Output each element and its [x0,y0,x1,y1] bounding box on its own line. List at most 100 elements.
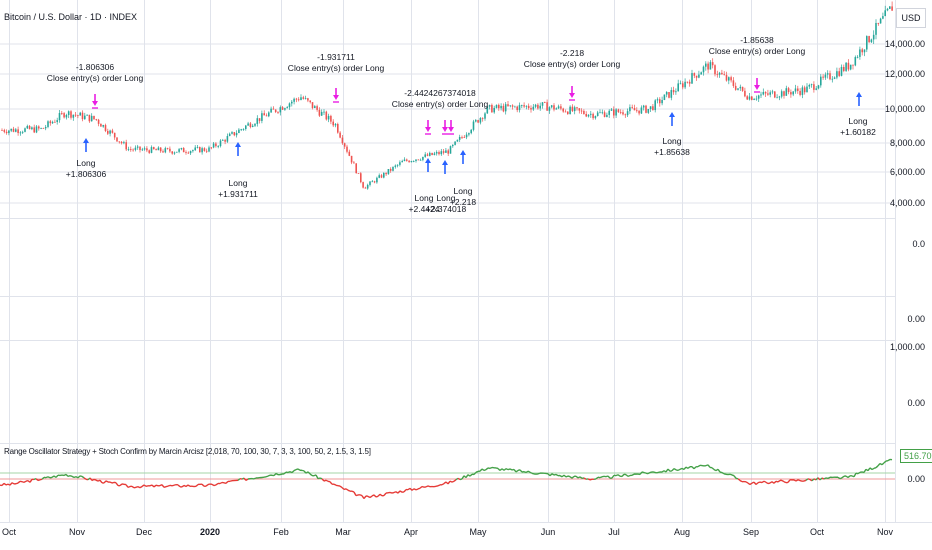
time-grid-line [817,0,818,522]
candle-body [583,110,585,115]
oscillator-segment [55,474,59,478]
candle-body [682,83,684,88]
oscillator-segment [707,464,711,468]
candle-body [63,113,65,118]
candle-body [465,134,468,138]
candle-body [254,123,256,126]
long-entry-arrow-icon[interactable] [425,158,431,172]
indicator-title[interactable]: Range Oscillator Strategy + Stoch Confir… [4,447,371,456]
candle-body [725,74,728,81]
oscillator-segment [9,482,13,486]
oscillator-segment [851,475,855,478]
currency-button[interactable]: USD [896,8,926,28]
long-entry-arrow-icon[interactable] [460,150,466,164]
oscillator-segment [253,477,257,480]
exit-pnl: -2.4424267374018 [404,88,476,98]
candle-body [879,18,882,24]
close-entry-arrow-icon[interactable] [92,94,98,109]
candle-body [833,77,836,79]
candle-body [757,95,760,99]
candle-body [500,105,502,109]
oscillator-segment [225,480,229,484]
oscillator-segment [333,483,337,486]
candle-body [718,72,721,75]
oscillator-segment [407,487,411,491]
candle-body [123,142,125,144]
candle-body [74,114,77,116]
candle-body [518,105,521,111]
candle-body [564,111,567,113]
candle-body [746,96,748,100]
time-grid-line [885,0,886,522]
exit-label: Close entry(s) order Long [287,63,385,73]
exit-annotation-2: -1.931711 Close entry(s) order Long [288,52,384,74]
oscillator-segment [459,478,463,481]
oscillator-segment [761,480,765,484]
oscillator-segment [315,474,319,479]
candle-body [373,181,376,183]
candle-body [677,83,679,92]
oscillator-segment [587,478,591,481]
long-entry-arrow-icon[interactable] [83,138,89,152]
candle-body [242,128,245,130]
long-entry-arrow-icon[interactable] [235,142,241,156]
candle-body [10,128,12,131]
candle-body [268,112,270,117]
oscillator-segment [871,467,875,471]
oscillator-segment [353,491,357,496]
time-grid-line [343,0,344,522]
time-label-sep: Sep [742,527,760,537]
symbol-title[interactable]: Bitcoin / U.S. Dollar · 1D · INDEX [4,12,138,22]
oscillator-segment [341,487,345,490]
candle-body [293,98,295,102]
oscillator-segment [415,488,419,491]
candle-body [410,161,413,163]
oscillator-segment [677,468,681,472]
close-entry-arrow-icon[interactable] [754,78,760,93]
candle-body [84,115,86,120]
close-entry-arrow-icon[interactable] [569,86,575,101]
oscillator-segment [495,467,499,470]
entry-value: +2.4424 [408,204,440,214]
candle-body [629,107,631,112]
candle-body [364,187,367,189]
candle-body [663,94,666,100]
price-axis[interactable]: 14,000.00 12,000.00 10,000.00 8,000.00 6… [885,0,932,522]
oscillator-segment [845,475,849,479]
price-candlestick-chart[interactable] [0,0,895,218]
oscillator-segment [149,484,153,487]
candle-body [447,150,449,154]
oscillator-segment [589,478,593,481]
oscillator-segment [143,484,147,487]
oscillator-segment [213,484,217,487]
range-oscillator-chart[interactable] [0,443,895,523]
candle-body [70,111,72,118]
candle-body [608,110,610,115]
oscillator-segment [29,478,33,483]
close-entry-arrow-icon[interactable] [442,120,448,135]
candle-body [127,149,130,150]
candle-body [829,73,831,80]
close-entry-arrow-icon[interactable] [333,88,339,103]
oscillator-segment [131,485,135,489]
exit-pnl: -1.806306 [75,62,115,72]
oscillator-segment [397,490,401,494]
oscillator-segment [873,467,877,469]
candle-body [665,92,668,95]
oscillator-segment [527,470,531,473]
close-entry-arrow-icon[interactable] [425,120,431,135]
close-entry-arrow-icon[interactable] [448,120,454,135]
candle-body [792,91,794,95]
candle-body [399,162,401,165]
oscillator-segment [517,469,521,472]
candle-body [111,130,114,133]
candle-body [348,151,351,156]
oscillator-segment [237,478,241,481]
time-label-nov2: Nov [876,527,894,537]
long-entry-arrow-icon[interactable] [856,92,862,106]
oscillator-segment [93,478,97,481]
pane-divider-1 [0,218,932,219]
trade-arrows-layer [83,78,862,174]
long-entry-arrow-icon[interactable] [442,160,448,174]
long-entry-arrow-icon[interactable] [669,112,675,126]
